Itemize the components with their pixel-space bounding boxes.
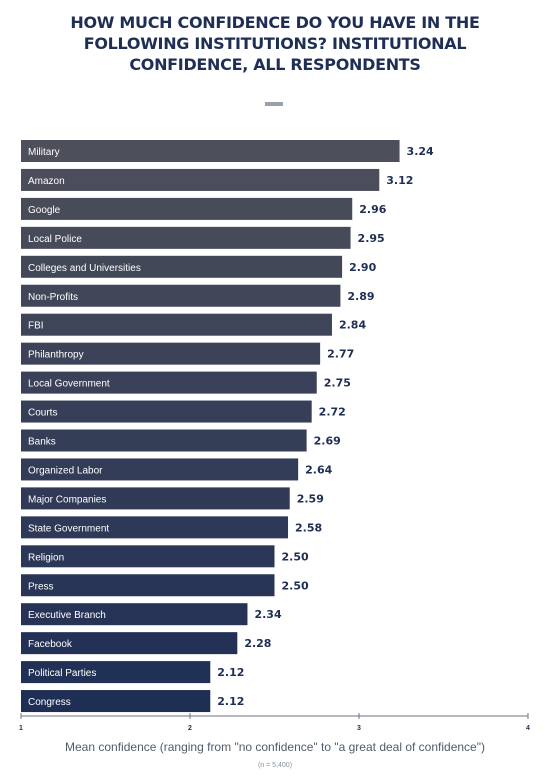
value-label: 2.72	[319, 406, 346, 419]
x-axis-label: Mean confidence (ranging from "no confid…	[65, 740, 485, 754]
bar-religion	[21, 545, 275, 568]
category-label: Google	[28, 205, 61, 216]
value-label: 2.89	[347, 290, 374, 303]
value-label: 2.50	[282, 550, 309, 563]
category-label: Local Government	[28, 379, 110, 390]
value-label: 2.75	[324, 377, 351, 390]
category-label: Religion	[28, 552, 64, 563]
bar-major-companies	[21, 487, 290, 510]
bar-facebook	[21, 632, 238, 655]
x-tick-label: 2	[188, 725, 192, 732]
x-tick-label: 4	[526, 725, 530, 732]
bar-executive-branch	[21, 603, 248, 626]
value-label: 2.59	[297, 492, 324, 505]
bar-fbi	[21, 313, 332, 336]
value-label: 2.84	[339, 319, 366, 332]
bar-google	[21, 197, 353, 220]
category-label: Colleges and Universities	[28, 263, 141, 274]
x-tick-label: 1	[19, 725, 23, 732]
x-tick-label: 3	[357, 725, 361, 732]
bar-state-government	[21, 516, 289, 539]
category-label: Military	[28, 147, 60, 158]
bar-local-government	[21, 371, 317, 394]
category-label: Non-Profits	[28, 292, 78, 303]
bar-non-profits	[21, 284, 341, 307]
chart-title: HOW MUCH CONFIDENCE DO YOU HAVE IN THE F…	[70, 13, 480, 74]
bar-press	[21, 574, 275, 597]
category-label: Local Police	[28, 234, 82, 245]
category-label: Facebook	[28, 639, 73, 650]
bar-political-parties	[21, 661, 211, 684]
category-label: Political Parties	[28, 668, 96, 679]
bar-organized-labor	[21, 458, 299, 481]
value-label: 2.64	[305, 463, 332, 476]
category-label: Executive Branch	[28, 610, 106, 621]
value-label: 2.96	[359, 203, 386, 216]
value-label: 2.50	[282, 579, 309, 592]
value-label: 2.28	[244, 637, 271, 650]
value-label: 2.90	[349, 261, 376, 274]
category-label: Congress	[28, 697, 71, 708]
bar-military	[21, 140, 400, 162]
category-label: Banks	[28, 437, 56, 448]
bar-philanthropy	[21, 342, 321, 365]
category-label: State Government	[28, 523, 109, 534]
category-label: Courts	[28, 408, 57, 419]
value-label: 2.58	[295, 521, 322, 534]
value-label: 2.69	[314, 435, 341, 448]
bar-courts	[21, 400, 312, 423]
category-label: Amazon	[28, 176, 65, 187]
category-label: Major Companies	[28, 494, 106, 505]
bar-colleges-and-universities	[21, 255, 343, 278]
category-label: Press	[28, 581, 54, 592]
bar-congress	[21, 690, 211, 713]
value-label: 3.12	[386, 174, 413, 187]
title-divider	[265, 102, 283, 106]
value-label: 2.77	[327, 348, 354, 361]
value-label: 2.34	[254, 608, 281, 621]
bar-banks	[21, 429, 307, 452]
sample-size-note: (n = 5,400)	[257, 762, 293, 769]
value-label: 2.12	[217, 695, 244, 708]
category-label: FBI	[28, 321, 44, 332]
value-label: 3.24	[407, 145, 434, 158]
category-label: Organized Labor	[28, 465, 103, 476]
bar-local-police	[21, 226, 351, 249]
value-label: 2.12	[217, 666, 244, 679]
bar-amazon	[21, 168, 380, 191]
value-label: 2.95	[358, 232, 385, 245]
category-label: Philanthropy	[28, 350, 84, 361]
